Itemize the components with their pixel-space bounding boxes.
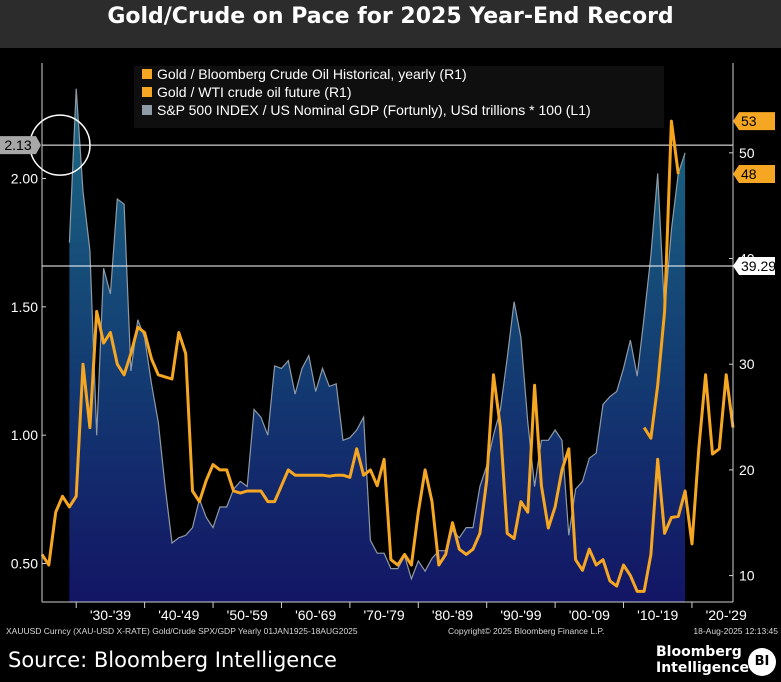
x-tick-label: '20-'29 — [706, 607, 747, 623]
chart: 0.501.001.502.001020304050'30-'39'40-'49… — [0, 63, 778, 636]
right-tick-label: 30 — [739, 356, 755, 372]
axes-layer: 0.501.001.502.001020304050'30-'39'40-'49… — [6, 63, 778, 636]
x-tick-label: '60-'69 — [295, 607, 336, 623]
right-marker-53-tag — [733, 112, 775, 131]
gold-wti-line — [642, 119, 680, 440]
meta-right: 18-Aug-2025 12:13:45 — [693, 626, 778, 636]
x-tick-label: '10-'19 — [637, 607, 678, 623]
meta-left: XAUUSD Curncy (XAU-USD X-RATE) Gold/Crud… — [6, 626, 358, 636]
right-marker-39-29-tag — [733, 257, 775, 276]
right-marker-39-29-label: 39.29 — [741, 258, 776, 274]
left-tick-label: 2.00 — [11, 171, 38, 187]
legend-label: Gold / Bloomberg Crude Oil Historical, y… — [157, 66, 467, 82]
right-tick-label: 20 — [739, 462, 755, 478]
right-tick-label: 10 — [739, 568, 755, 584]
legend-swatch — [142, 69, 152, 79]
legend-label: S&P 500 INDEX / US Nominal GDP (Fortunly… — [157, 102, 591, 118]
markers-layer: 2.13 53 48 39.29 — [0, 112, 776, 276]
legend-box — [134, 66, 664, 128]
sp500-gdp-line — [68, 88, 686, 581]
legend-swatch — [142, 105, 152, 115]
meta-center: Copyright© 2025 Bloomberg Finance L.P. — [448, 626, 604, 636]
source-text: Source: Bloomberg Intelligence — [8, 648, 337, 672]
x-tick-label: '80-'89 — [432, 607, 473, 623]
x-tick-label: '90-'99 — [500, 607, 541, 623]
x-tick-label: '40-'49 — [158, 607, 199, 623]
gold-bloomberg-crude-line — [40, 309, 735, 593]
bloomberg-intelligence-logo: Bloomberg Intelligence — [656, 644, 749, 676]
x-tick-label: '00-'09 — [569, 607, 610, 623]
left-marker-label: 2.13 — [4, 137, 31, 153]
footer: Source: Bloomberg Intelligence Bloomberg… — [0, 640, 781, 682]
x-tick-label: '50-'59 — [227, 607, 268, 623]
lines-layer — [40, 119, 735, 593]
left-tick-label: 1.00 — [11, 427, 38, 443]
right-marker-48-tag — [733, 164, 775, 183]
x-tick-label: '30-'39 — [90, 607, 131, 623]
bi-badge-icon: BI — [748, 648, 776, 676]
legend-layer: Gold / Bloomberg Crude Oil Historical, y… — [134, 66, 664, 128]
right-tick-label: 50 — [739, 145, 755, 161]
left-marker-tag — [0, 136, 41, 155]
legend-swatch — [142, 87, 152, 97]
logo-line2: Intelligence — [656, 660, 750, 676]
logo-line1: Bloomberg — [656, 644, 742, 660]
legend-label: Gold / WTI crude oil future (R1) — [157, 84, 352, 100]
title-bar: Gold/Crude on Pace for 2025 Year-End Rec… — [0, 0, 781, 48]
left-tick-label: 1.50 — [11, 299, 38, 315]
right-marker-53-label: 53 — [741, 113, 757, 129]
left-tick-label: 0.50 — [11, 556, 38, 572]
x-tick-label: '70-'79 — [364, 607, 405, 623]
right-marker-48-label: 48 — [741, 166, 757, 182]
chart-title: Gold/Crude on Pace for 2025 Year-End Rec… — [107, 4, 674, 29]
